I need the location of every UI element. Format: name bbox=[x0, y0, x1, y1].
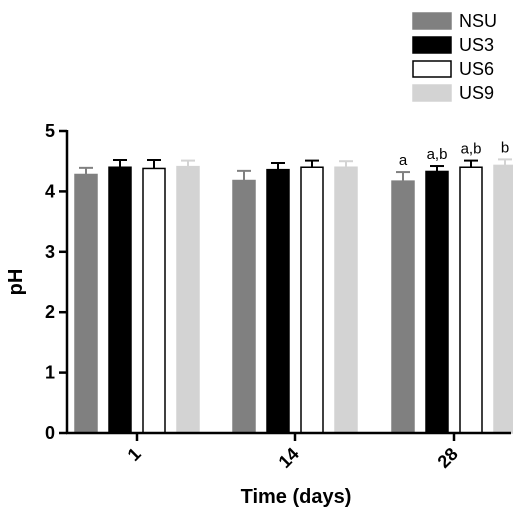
bar-us6-14 bbox=[300, 166, 324, 434]
significance-label: b bbox=[501, 139, 509, 156]
legend: NSU US3 US6 US9 bbox=[412, 11, 497, 103]
plot-area: a a,b a,b b 0 1 2 3 4 5 1 14 28 bbox=[45, 121, 513, 472]
legend-swatch-us9 bbox=[412, 84, 452, 102]
y-tick-label: 5 bbox=[45, 121, 55, 141]
significance-label: a bbox=[399, 152, 408, 169]
y-tick-label: 1 bbox=[45, 363, 55, 383]
y-tick-label: 4 bbox=[45, 181, 55, 201]
bar-us9-28 bbox=[493, 164, 513, 434]
legend-label-nsu: NSU bbox=[459, 11, 497, 31]
x-tick-label: 1 bbox=[124, 444, 145, 465]
x-tick-label: 14 bbox=[275, 444, 303, 472]
legend-swatch-us3 bbox=[412, 36, 452, 54]
bar-us9-14 bbox=[334, 166, 358, 434]
legend-label-us3: US3 bbox=[459, 35, 494, 55]
legend-label-us9: US9 bbox=[459, 83, 494, 103]
bar-us3-14 bbox=[266, 168, 290, 434]
bar-us6-1 bbox=[142, 167, 166, 434]
y-tick-label: 2 bbox=[45, 302, 55, 322]
bar-us9-1 bbox=[176, 165, 200, 434]
legend-swatch-nsu bbox=[412, 12, 452, 30]
bar-nsu-1 bbox=[74, 173, 98, 434]
bar-us3-28 bbox=[425, 170, 449, 434]
legend-swatch-us6 bbox=[412, 60, 452, 78]
bar-us6-28 bbox=[459, 166, 483, 434]
x-axis-title: Time (days) bbox=[241, 486, 352, 508]
legend-label-us6: US6 bbox=[459, 59, 494, 79]
significance-label: a,b bbox=[461, 141, 482, 158]
bar-nsu-14 bbox=[232, 179, 256, 434]
y-axis-title: pH bbox=[5, 269, 27, 296]
y-tick-label: 3 bbox=[45, 242, 55, 262]
bar-nsu-28 bbox=[391, 180, 415, 434]
bar-us3-1 bbox=[108, 166, 132, 434]
significance-label: a,b bbox=[427, 146, 448, 163]
y-tick-label: 0 bbox=[45, 423, 55, 443]
x-tick-label: 28 bbox=[434, 444, 462, 472]
